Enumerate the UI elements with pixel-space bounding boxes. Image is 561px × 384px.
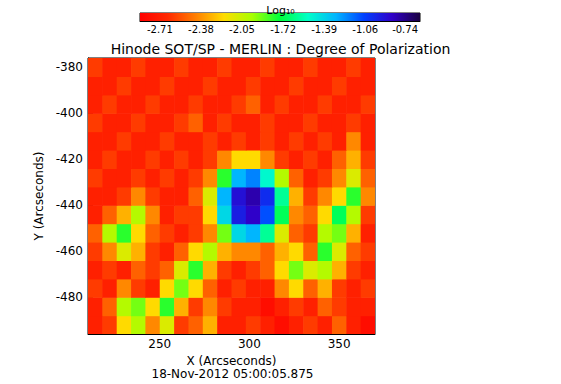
- svg-text:-1.72: -1.72: [270, 24, 296, 35]
- svg-text:-0.74: -0.74: [392, 24, 418, 35]
- svg-text:Hinode SOT/SP - MERLIN : Degre: Hinode SOT/SP - MERLIN : Degree of Polar…: [111, 41, 451, 57]
- svg-text:350: 350: [328, 337, 351, 351]
- svg-text:-480: -480: [56, 290, 83, 304]
- svg-text:250: 250: [148, 337, 171, 351]
- svg-text:Y (Arcseconds): Y (Arcseconds): [32, 151, 46, 241]
- svg-text:300: 300: [238, 337, 261, 351]
- svg-text:-440: -440: [56, 198, 83, 212]
- svg-text:-460: -460: [56, 244, 83, 258]
- svg-text:-2.71: -2.71: [147, 24, 173, 35]
- svg-text:X (Arcseconds): X (Arcseconds): [187, 354, 277, 368]
- svg-text:-1.39: -1.39: [311, 24, 337, 35]
- svg-text:-2.38: -2.38: [188, 24, 214, 35]
- svg-text:-380: -380: [56, 60, 83, 74]
- svg-text:-2.05: -2.05: [229, 24, 255, 35]
- svg-text:-400: -400: [56, 106, 83, 120]
- svg-text:18-Nov-2012 05:00:05.875: 18-Nov-2012 05:00:05.875: [152, 367, 314, 381]
- svg-text:-420: -420: [56, 152, 83, 166]
- svg-text:-1.06: -1.06: [352, 24, 378, 35]
- svg-text:Log₁₀: Log₁₀: [266, 4, 295, 17]
